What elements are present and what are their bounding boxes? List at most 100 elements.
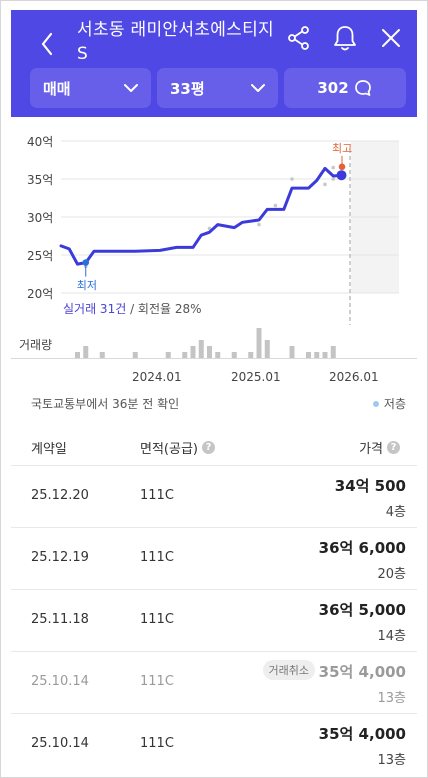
- chevron-down-icon: [124, 84, 138, 92]
- x-tick-label: 2024.01: [132, 370, 182, 384]
- volume-bar: [306, 352, 311, 358]
- chevron-down-icon: [251, 84, 265, 92]
- row-floor: 13층: [377, 753, 406, 768]
- high-marker-label: 최고: [332, 141, 353, 155]
- close-icon: [382, 29, 400, 47]
- comments-button[interactable]: 302: [284, 68, 406, 108]
- share-button[interactable]: [281, 20, 317, 56]
- notification-button[interactable]: [327, 20, 363, 56]
- y-tick-label: 35억: [27, 173, 54, 187]
- row-area: 111C: [140, 736, 174, 751]
- row-date: 25.11.18: [31, 612, 89, 627]
- volume-bar: [182, 352, 188, 358]
- deal-count: 실거래 31건: [63, 302, 127, 316]
- close-button[interactable]: [373, 20, 409, 56]
- price-chart[interactable]: 40억 35억 30억 25억 20억 최고 최저 실거래 31건 / 회전율 …: [11, 122, 417, 390]
- volume-bar: [264, 340, 270, 358]
- row-date: 25.12.19: [31, 550, 89, 565]
- cancelled-badge: 거래취소: [262, 660, 315, 680]
- volume-bar: [83, 346, 89, 358]
- table-row[interactable]: 25.12.19 111C 36억 6,000 20층: [11, 527, 417, 589]
- deal-point: [207, 226, 212, 231]
- row-floor: 14층: [377, 629, 406, 644]
- deal-point: [323, 182, 327, 187]
- row-price: 35억 4,000: [318, 663, 406, 681]
- row-area: 111C: [140, 488, 174, 503]
- current-price-point: [336, 170, 347, 181]
- table-row[interactable]: 25.12.20 111C 34억 500 4층: [11, 465, 417, 527]
- volume-bar: [322, 352, 328, 358]
- row-floor: 4층: [385, 505, 406, 520]
- price-chart-svg: [11, 140, 417, 359]
- share-icon: [288, 26, 309, 50]
- row-date: 25.12.20: [31, 488, 89, 503]
- deal-point: [257, 222, 261, 227]
- x-tick-label: 2026.01: [329, 370, 379, 384]
- volume-bar: [165, 352, 171, 358]
- col-date: 계약일: [31, 438, 67, 457]
- data-source-note: 국토교통부에서 36분 전 확인: [31, 397, 180, 411]
- size-select[interactable]: 33평: [157, 68, 278, 108]
- comment-icon: [354, 80, 371, 96]
- col-price: 가격 ?: [359, 438, 400, 457]
- row-price: 36억 6,000: [318, 539, 406, 557]
- volume-bar: [198, 340, 204, 358]
- size-value: 33평: [170, 79, 205, 98]
- back-icon: [41, 32, 53, 56]
- page-title: 서초동 래미안서초에스티지S: [77, 20, 274, 64]
- row-date: 25.10.14: [31, 674, 89, 689]
- x-tick-label: 2025.01: [231, 370, 281, 384]
- deal-stats: 실거래 31건 / 회전율 28%: [63, 300, 202, 317]
- row-price: 35억 4,000: [318, 725, 406, 743]
- volume-bar: [330, 346, 336, 358]
- table-header: 계약일 면적(공급) ? 가격 ?: [11, 430, 417, 464]
- col-area: 면적(공급) ?: [140, 438, 215, 457]
- table-row[interactable]: 25.10.14 111C 35억 4,000 13층: [11, 713, 417, 775]
- col-area-label: 면적(공급): [140, 442, 198, 457]
- volume-label: 거래량: [19, 338, 53, 352]
- high-marker-point: [338, 163, 346, 171]
- row-floor: 13층: [377, 691, 406, 706]
- volume-bar: [314, 352, 320, 358]
- y-tick-label: 20억: [27, 287, 54, 301]
- comment-count: 302: [317, 79, 349, 97]
- turnover-rate: 회전율 28%: [137, 302, 202, 316]
- deal-point: [331, 177, 336, 181]
- low-floor-legend: 저층: [372, 395, 406, 412]
- table-row[interactable]: 25.11.18 111C 36억 5,000 14층: [11, 589, 417, 651]
- volume-bar: [207, 346, 212, 358]
- help-icon[interactable]: ?: [387, 441, 400, 454]
- volume-bar: [75, 352, 80, 358]
- volume-bar: [132, 352, 138, 358]
- deal-point: [273, 203, 278, 208]
- legend-label: 저층: [383, 397, 406, 411]
- back-button[interactable]: [35, 20, 61, 60]
- y-tick-label: 30억: [27, 211, 54, 225]
- row-date: 25.10.14: [31, 736, 89, 751]
- col-date-label: 계약일: [31, 442, 67, 457]
- row-price: 36억 5,000: [318, 601, 406, 619]
- col-price-label: 가격: [359, 442, 383, 457]
- deal-point: [290, 177, 294, 181]
- legend-dot-icon: [372, 400, 379, 407]
- volume-bar: [99, 352, 105, 358]
- row-area: 111C: [140, 550, 174, 565]
- deal-point: [331, 165, 336, 170]
- row-price: 34억 500: [334, 477, 406, 495]
- help-icon[interactable]: ?: [201, 441, 215, 454]
- trade-type-select[interactable]: 매매: [30, 68, 151, 108]
- volume-bar: [248, 352, 254, 358]
- volume-bar: [289, 346, 295, 358]
- row-floor: 20층: [377, 567, 406, 582]
- row-area: 111C: [140, 674, 174, 689]
- volume-bar: [190, 346, 196, 358]
- header-bar: 서초동 래미안서초에스티지S 매매 33평: [11, 10, 417, 117]
- price-line: [59, 166, 343, 266]
- volume-bar: [256, 328, 262, 358]
- trade-type-value: 매매: [43, 79, 71, 98]
- y-tick-label: 40억: [27, 135, 54, 149]
- table-row-cancelled[interactable]: 25.10.14 111C 거래취소 35억 4,000 13층: [11, 651, 417, 713]
- row-area: 111C: [140, 612, 174, 627]
- bell-icon: [334, 26, 356, 51]
- low-marker-point: [82, 259, 90, 266]
